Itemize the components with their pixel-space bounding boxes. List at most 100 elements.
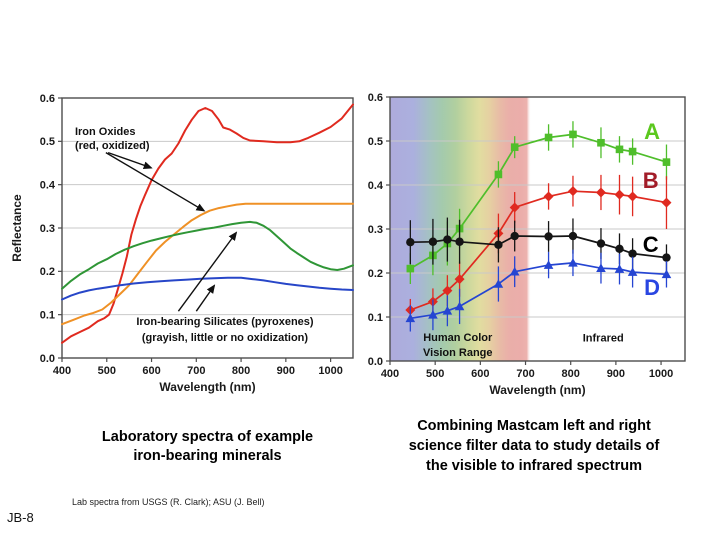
data-point-circle <box>615 244 624 253</box>
data-point-diamond <box>567 186 578 197</box>
x-tick-label: 1000 <box>649 368 673 380</box>
x-tick-label: 500 <box>426 368 444 380</box>
annotation-text: Iron Oxides <box>75 126 136 138</box>
slide-number-label: JB-8 <box>7 510 34 525</box>
data-point-triangle <box>442 306 453 315</box>
x-tick-label: 500 <box>98 365 116 377</box>
data-point-circle <box>510 231 519 241</box>
annotation-text: Human Color <box>423 332 493 344</box>
data-point-square <box>597 138 605 147</box>
x-axis-title: Wavelength (nm) <box>489 383 585 397</box>
series-pyroxene-green <box>61 220 354 290</box>
data-point-triangle <box>661 269 672 279</box>
data-point-triangle <box>543 260 554 269</box>
series-iron-oxide-orange <box>61 202 354 326</box>
x-axis-title: Wavelength (nm) <box>159 380 255 394</box>
data-point-diamond <box>595 187 606 198</box>
series-C <box>406 217 671 271</box>
left-chart-caption: Laboratory spectra of example iron-beari… <box>101 429 314 464</box>
y-tick-label: 0.1 <box>40 309 55 321</box>
data-point-circle <box>544 232 553 241</box>
series-pyroxene-blue <box>61 276 354 301</box>
data-point-circle <box>428 237 438 246</box>
annotation-arrow <box>105 151 206 212</box>
annotation-text: Vision Range <box>423 347 492 359</box>
annotation-text: (red, oxidized) <box>75 140 150 152</box>
annotation-text: Iron-bearing Silicates (pyroxenes) <box>136 316 314 328</box>
series-label-A: A <box>644 119 660 144</box>
series-line <box>61 103 354 344</box>
data-point-diamond <box>661 197 672 208</box>
data-point-triangle <box>596 263 606 272</box>
series-line <box>61 276 354 301</box>
x-tick-label: 800 <box>232 365 250 377</box>
data-point-triangle <box>454 301 465 311</box>
annotation-text: (grayish, little or no oxidization) <box>142 332 309 344</box>
data-point-square <box>406 264 415 273</box>
data-point-square <box>569 130 577 139</box>
x-tick-label: 700 <box>187 365 205 377</box>
data-point-circle <box>662 253 671 262</box>
y-tick-label: 0.3 <box>368 224 383 236</box>
data-point-circle <box>568 231 578 241</box>
y-tick-label: 0.5 <box>368 136 383 148</box>
y-tick-label: 0.0 <box>40 353 55 365</box>
right-chart-caption: Combining Mastcam left and right science… <box>408 418 660 474</box>
annotation-text: Infrared <box>583 333 624 345</box>
data-point-triangle <box>614 264 625 273</box>
data-point-diamond <box>454 274 465 285</box>
x-tick-label: 800 <box>562 368 580 380</box>
y-tick-label: 0.5 <box>40 136 55 148</box>
data-point-triangle <box>405 313 416 323</box>
data-point-square <box>615 145 624 154</box>
y-tick-label: 0.4 <box>368 180 384 192</box>
data-point-square <box>494 170 503 179</box>
data-point-circle <box>455 237 464 246</box>
x-tick-label: 400 <box>381 368 399 380</box>
annotation-arrow <box>177 231 238 312</box>
data-point-circle <box>443 235 452 244</box>
data-point-square <box>544 133 553 142</box>
data-credit-text: Lab spectra from USGS (R. Clark); ASU (J… <box>72 497 265 507</box>
x-tick-label: 400 <box>53 365 71 377</box>
y-tick-label: 0.6 <box>368 92 383 104</box>
x-tick-label: 900 <box>607 368 625 380</box>
series-line <box>61 220 354 290</box>
series-label-D: D <box>644 275 660 300</box>
y-tick-label: 0.2 <box>40 266 55 278</box>
data-point-square <box>510 143 519 151</box>
data-point-triangle <box>509 266 520 276</box>
data-point-triangle <box>493 279 504 288</box>
series-D <box>405 249 672 332</box>
annotation-arrow <box>107 151 153 169</box>
mastcam-filter-chart: 400 500 600 700 800 900 1000 0.0 0.1 0.2 0.3 0.4 0.5… <box>368 92 686 397</box>
data-point-diamond <box>543 191 554 202</box>
x-tick-label: 1000 <box>318 365 342 377</box>
series-iron-oxide-red <box>61 103 354 344</box>
annotation-arrow <box>195 284 216 312</box>
data-point-triangle <box>568 258 578 267</box>
data-point-circle <box>596 239 606 248</box>
data-point-square <box>662 158 671 166</box>
x-tick-label: 700 <box>516 368 534 380</box>
data-point-circle <box>494 240 503 250</box>
x-tick-label: 900 <box>277 365 295 377</box>
x-tick-label: 600 <box>142 365 160 377</box>
data-point-triangle <box>627 267 638 276</box>
data-point-triangle <box>428 310 438 319</box>
series-label-B: B <box>643 168 659 193</box>
data-point-circle <box>406 238 415 247</box>
series-line <box>61 202 354 326</box>
y-tick-label: 0.0 <box>368 356 383 368</box>
y-axis-title: Reflectance <box>10 194 24 262</box>
data-point-diamond <box>442 285 453 296</box>
x-tick-label: 600 <box>471 368 489 380</box>
data-point-square <box>628 147 637 156</box>
y-tick-label: 0.3 <box>40 223 55 235</box>
y-tick-label: 0.6 <box>40 93 55 105</box>
data-point-diamond <box>627 191 638 202</box>
lab-spectra-chart: 400 500 600 700 800 900 1000 0.0 0.1 0.2 0.3 0.4 0.5… <box>10 93 354 394</box>
y-tick-label: 0.2 <box>368 268 383 280</box>
data-point-circle <box>628 249 637 258</box>
